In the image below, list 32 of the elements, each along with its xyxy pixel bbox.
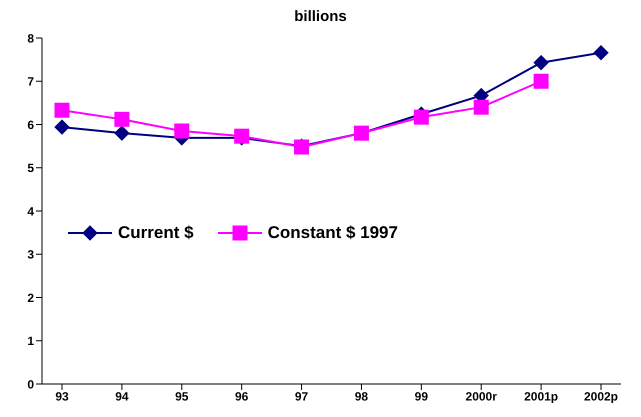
y-tick-label: 6 [27,118,34,132]
y-tick-label: 0 [27,377,34,392]
point [54,102,70,118]
point [114,112,130,127]
x-tick-label: 96 [234,390,249,404]
legend-label: Constant $ 1997 [268,223,398,243]
y-tick-label: 7 [27,74,34,89]
chart-title: billions [293,8,348,27]
point [414,110,429,125]
y-tick-label: 3 [27,248,34,262]
x-tick-label: 97 [294,390,309,404]
x-tick-label: 95 [175,390,189,404]
x-tick-label: 2002p [584,390,618,404]
y-tick-label: 5 [27,161,34,176]
x-tick-label: 2000r [466,390,498,404]
x-tick-label: 98 [354,390,368,404]
x-tick-label: 93 [55,390,69,404]
point [114,126,130,141]
point [474,100,489,115]
x-tick-label: 2001p [524,390,558,404]
point [534,74,549,89]
y-tick-label: 2 [27,290,34,305]
point [54,120,70,135]
y-tick-label: 1 [27,334,34,348]
point [594,45,608,60]
legend-label: Current $ [118,223,194,243]
x-tick-label: 99 [414,390,428,404]
point [534,55,549,70]
y-tick-label: 4 [27,204,34,218]
y-tick-label: 8 [27,31,34,46]
x-tick-label: 94 [115,390,129,404]
point [174,123,190,138]
